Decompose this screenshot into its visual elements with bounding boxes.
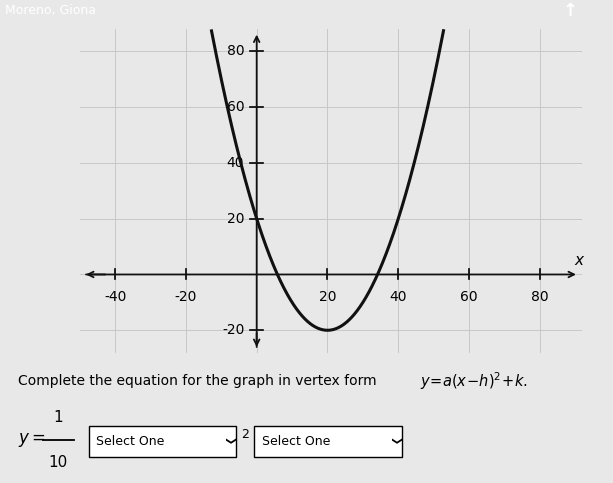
Text: 80: 80 <box>531 290 549 304</box>
Text: 2: 2 <box>241 428 249 441</box>
Text: -20: -20 <box>175 290 197 304</box>
Text: $y\!=\!a(x\!-\!h)^2\!+\!k$.: $y\!=\!a(x\!-\!h)^2\!+\!k$. <box>420 370 528 392</box>
Text: 60: 60 <box>227 100 245 114</box>
Text: 40: 40 <box>389 290 407 304</box>
Text: 80: 80 <box>227 44 245 58</box>
Text: -20: -20 <box>222 323 245 337</box>
FancyBboxPatch shape <box>89 426 236 457</box>
Text: $y=$: $y=$ <box>18 431 46 449</box>
Text: -40: -40 <box>104 290 126 304</box>
Text: 1: 1 <box>53 410 63 426</box>
Text: 20: 20 <box>227 212 245 226</box>
Text: x: x <box>574 253 584 268</box>
FancyBboxPatch shape <box>254 426 402 457</box>
Text: ↑: ↑ <box>563 2 577 20</box>
Text: 40: 40 <box>227 156 245 170</box>
Text: ❯: ❯ <box>389 437 399 445</box>
Text: 60: 60 <box>460 290 478 304</box>
Text: 10: 10 <box>48 455 68 469</box>
Text: Select One: Select One <box>262 435 330 448</box>
Text: Complete the equation for the graph in vertex form: Complete the equation for the graph in v… <box>18 374 381 388</box>
Text: Moreno, Giona: Moreno, Giona <box>6 4 96 17</box>
Text: ❯: ❯ <box>224 437 234 445</box>
Text: 20: 20 <box>319 290 336 304</box>
Text: Select One: Select One <box>96 435 165 448</box>
